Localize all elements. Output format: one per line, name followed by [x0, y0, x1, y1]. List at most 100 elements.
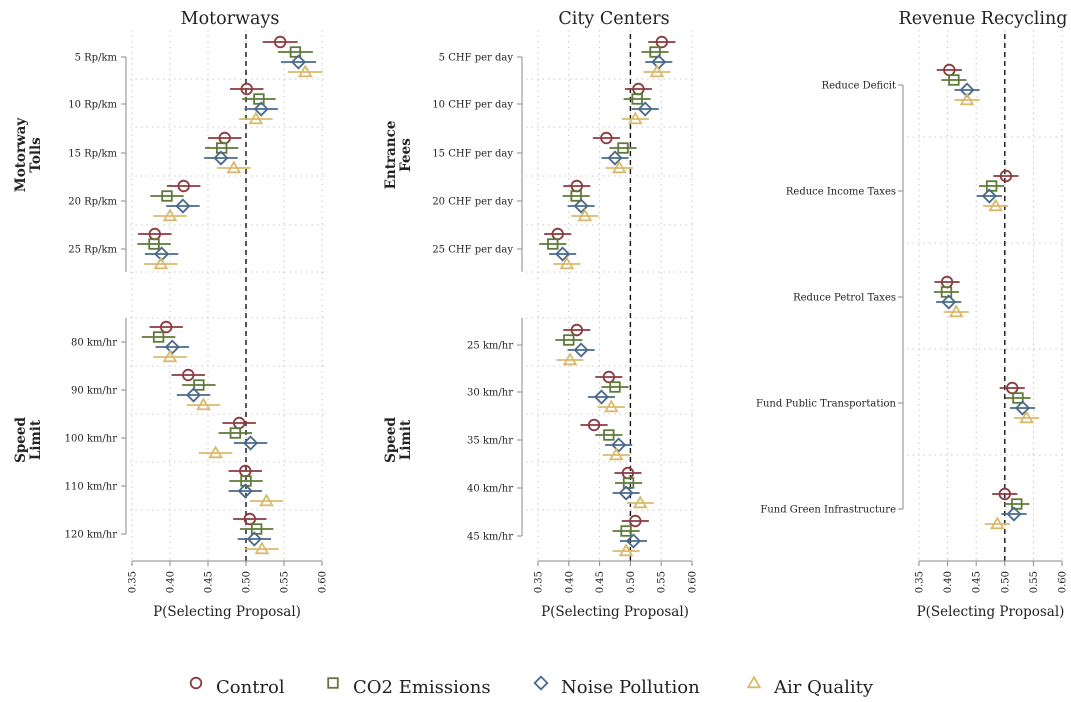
panel-1-category-label-0-0: 5 CHF per day [439, 53, 514, 64]
panel-1-category-label-1-4: 45 km/hr [467, 532, 513, 543]
panel-1-point-1-0-1 [563, 334, 575, 346]
panel-0-point-1-1-3 [196, 397, 211, 411]
panel-0-category-label-1-1: 90 km/hr [71, 386, 117, 397]
panel-1-point-0-4-3 [559, 256, 575, 270]
legend-marker-3 [746, 675, 762, 689]
panel-0-xtick-label-1: 0.40 [166, 571, 177, 593]
panel-2-xtick-label-5: 0.60 [1058, 571, 1069, 593]
panel-0-group-label-0: MotorwayTolls [13, 117, 44, 193]
panel-0-point-0-0-2 [290, 54, 307, 70]
panel-0-point-1-1-1 [193, 379, 205, 391]
panel-1-title: City Centers [558, 9, 669, 29]
panel-1-point-1-4-0 [629, 514, 642, 528]
panel-1-point-0-1-2 [637, 101, 653, 117]
panel-0-x-axis-label: P(Selecting Proposal) [153, 604, 301, 620]
legend-label-2: Noise Pollution [561, 677, 700, 698]
panel-0-point-0-4-3 [153, 256, 169, 270]
panel-1-category-label-0-4: 25 CHF per day [432, 245, 513, 256]
panel-0-group-label-1: SpeedLimit [13, 417, 44, 463]
panel-1-point-0-0-1 [649, 46, 661, 58]
panel-0-point-1-1-2 [185, 387, 202, 403]
panel-1-point-1-1-2 [593, 389, 610, 405]
panel-1-point-1-1-0 [602, 370, 616, 384]
panel-0-point-1-2-2 [242, 435, 259, 451]
panel-1-xtick-label-0: 0.35 [534, 571, 545, 593]
panel-1-x-axis-label: P(Selecting Proposal) [541, 604, 689, 620]
panel-0-point-0-0-3 [297, 64, 313, 78]
panel-0-point-1-0-1 [152, 331, 165, 343]
panel-2-point-0-4-3 [990, 516, 1005, 530]
panel-1-xtick-label-2: 0.45 [595, 571, 606, 593]
panel-1-category-label-1-2: 35 km/hr [467, 436, 513, 447]
panel-2-category-label-0-0: Reduce Deficit [822, 81, 896, 92]
panel-1-group-label-0: EntranceFees [383, 121, 414, 190]
panel-0-category-label-0-3: 20 Rp/km [68, 197, 117, 208]
panel-0-point-1-0-0 [159, 320, 173, 334]
panel-2-point-0-3-0 [1006, 381, 1019, 395]
panel-1-point-0-3-1 [570, 190, 582, 202]
panel-0-category-label-0-4: 25 Rp/km [68, 245, 117, 256]
panel-0-point-1-2-1 [229, 427, 242, 439]
panel-0-point-0-3-2 [175, 198, 191, 214]
panel-0-point-0-0-1 [289, 46, 302, 58]
panel-1-point-1-0-3 [562, 352, 578, 366]
panel-1-group-label-1: SpeedLimit [383, 417, 414, 463]
panel-1-point-1-3-2 [618, 485, 634, 501]
panel-0-xtick-label-3: 0.50 [242, 571, 253, 593]
panel-2-point-0-0-1 [948, 74, 960, 86]
panel-0-point-1-3-2 [237, 483, 253, 499]
panel-0-point-0-1-2 [253, 101, 269, 117]
panel-0-xtick-label-0: 0.35 [128, 571, 139, 593]
panel-0-category-label-1-0: 80 km/hr [71, 338, 117, 349]
panel-0-point-0-2-2 [213, 150, 229, 166]
panel-1-point-1-2-3 [608, 447, 624, 461]
panel-1-xtick-label-4: 0.55 [657, 571, 668, 593]
panel-0-category-label-0-1: 10 Rp/km [68, 100, 117, 111]
panel-1-point-0-2-1 [617, 142, 629, 154]
panel-0-point-1-4-3 [254, 541, 270, 555]
panel-0-point-0-0-0 [274, 35, 287, 49]
panel-0-category-label-0-2: 15 Rp/km [68, 149, 117, 160]
panel-2-x-axis-label: P(Selecting Proposal) [917, 604, 1065, 620]
panel-2-category-label-0-2: Reduce Petrol Taxes [793, 293, 896, 304]
panel-1-category-label-1-1: 30 km/hr [467, 388, 513, 399]
legend-label-0: Control [216, 677, 285, 698]
panel-1-point-1-1-1 [609, 381, 621, 393]
panel-2-xtick-label-3: 0.50 [1000, 571, 1011, 593]
panel-1-point-1-3-3 [632, 495, 648, 509]
panel-1-point-0-0-0 [655, 35, 669, 49]
panel-0-point-1-4-2 [246, 531, 262, 547]
panel-1-point-0-2-3 [611, 160, 627, 174]
panel-1-category-label-1-3: 40 km/hr [467, 484, 513, 495]
panel-0-point-1-1-0 [182, 368, 195, 382]
panel-2-point-0-1-0 [999, 169, 1013, 183]
panel-2-xtick-label-4: 0.55 [1029, 571, 1040, 593]
panel-1-point-1-4-2 [625, 533, 642, 549]
legend-marker-2 [533, 675, 549, 691]
panel-0-point-0-1-3 [248, 111, 264, 125]
legend-label-3: Air Quality [773, 677, 874, 698]
panel-2-category-label-0-3: Fund Public Transportation [756, 399, 897, 410]
panel-2-category-label-0-1: Reduce Income Taxes [786, 187, 896, 198]
panel-0-xtick-label-5: 0.60 [318, 571, 329, 593]
panel-0-group-label-1-line-1: Limit [28, 419, 44, 460]
panel-1-point-1-2-0 [587, 418, 601, 432]
panel-2-xtick-label-2: 0.45 [972, 571, 983, 593]
panel-0-point-0-1-0 [240, 82, 253, 96]
panel-1-point-0-3-2 [573, 198, 589, 214]
panel-2-point-0-3-1 [1012, 392, 1024, 404]
panel-0-title: Motorways [181, 9, 280, 29]
panel-0-point-0-2-3 [226, 160, 242, 174]
panel-2-point-0-2-3 [948, 304, 964, 318]
panel-1-xtick-label-3: 0.50 [626, 571, 637, 593]
panel-0-xtick-label-2: 0.45 [204, 571, 215, 593]
panel-1-group-label-0-line-1: Fees [398, 138, 414, 172]
panel-1-point-0-3-3 [577, 208, 593, 222]
panel-0-category-label-1-3: 110 km/hr [65, 482, 118, 493]
panel-1-point-1-0-2 [573, 342, 589, 358]
legend-marker-0 [189, 676, 203, 690]
panel-0-point-0-4-1 [148, 238, 160, 250]
panel-2-point-0-4-1 [1011, 498, 1023, 510]
panel-1-category-label-0-2: 15 CHF per day [432, 149, 513, 160]
panel-1-point-0-4-2 [555, 246, 571, 262]
